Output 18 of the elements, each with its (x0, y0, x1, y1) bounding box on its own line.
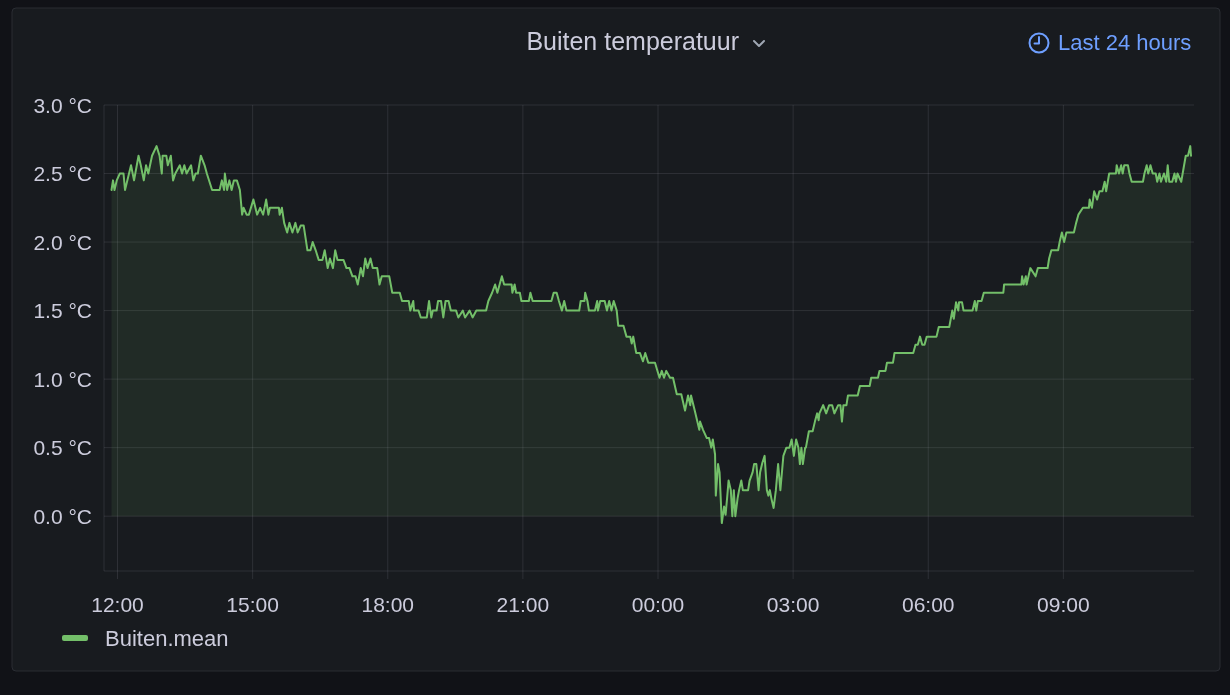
y-tick-label: 1.5 °C (33, 299, 92, 323)
x-tick-label: 18:00 (361, 592, 415, 616)
y-tick-label: 2.5 °C (33, 162, 92, 186)
y-tick-label: 3.0 °C (33, 93, 92, 117)
y-tick-label: 0.0 °C (33, 504, 92, 528)
x-tick-label: 21:00 (496, 592, 550, 616)
x-tick-label: 09:00 (1037, 592, 1090, 616)
y-tick-label: 1.0 °C (33, 367, 92, 391)
x-tick-label: 15:00 (226, 592, 279, 616)
text: Last 24 hours (1058, 30, 1192, 55)
y-tick-label: 2.0 °C (33, 230, 92, 254)
x-tick-label: 06:00 (901, 592, 955, 616)
x-tick-label: 03:00 (766, 592, 820, 616)
legend-label: Buiten.mean (105, 625, 229, 651)
chart-title: Buiten temperatuur (526, 27, 739, 55)
x-tick-label: 00:00 (631, 592, 685, 616)
y-tick-label: 0.5 °C (33, 436, 92, 460)
x-tick-label: 12:00 (91, 592, 144, 616)
